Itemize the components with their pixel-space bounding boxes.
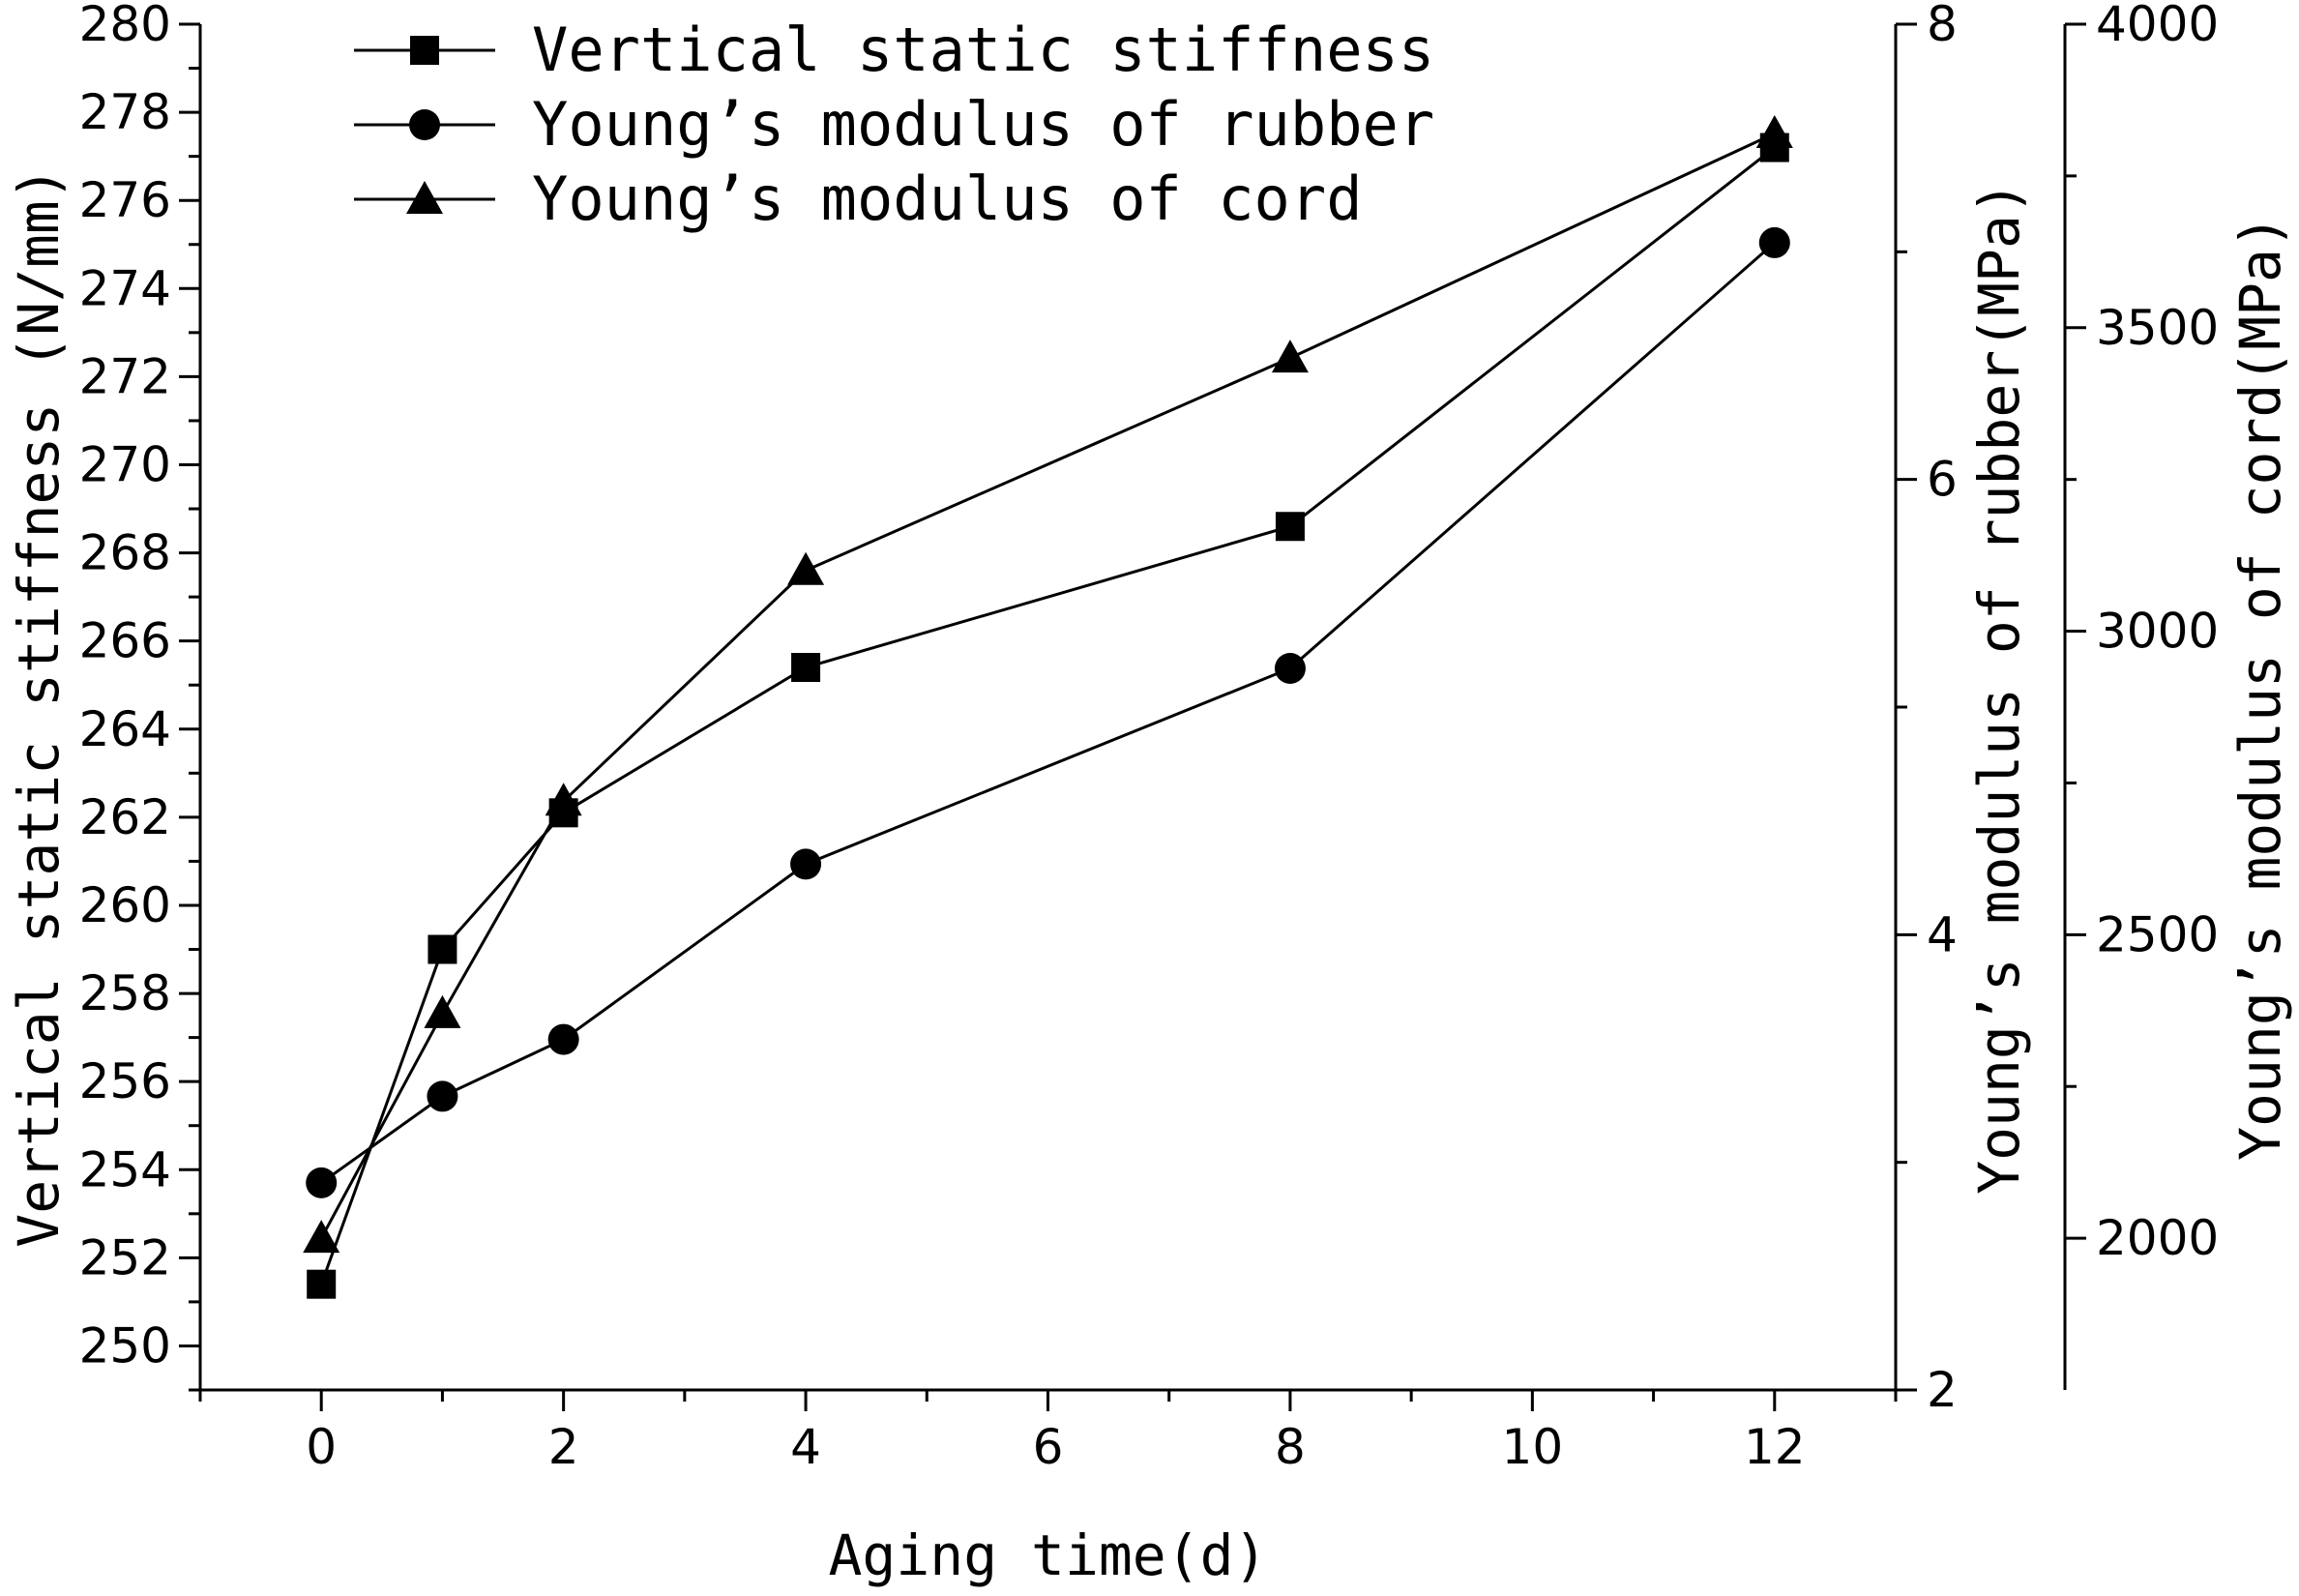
cord-tick-label: 2000 [2096, 1210, 2219, 1266]
stiffness-legend-label: Vertical static stiffness [532, 15, 1434, 85]
cord-point [424, 994, 461, 1028]
ticks: 0 2 4 6 8 10 122502522542562582602622642662682… [79, 0, 2220, 1475]
left-tick-label: 276 [79, 172, 171, 228]
left-tick-label: 270 [79, 436, 171, 492]
stiffness-point [427, 934, 457, 964]
stiffness-point [307, 1269, 337, 1299]
cord-point [1271, 340, 1309, 373]
cord-tick-label: 4000 [2096, 0, 2219, 52]
cord-legend-marker [406, 181, 443, 214]
rubber-tick-label: 8 [1927, 0, 1958, 52]
x-tick-label: 0 [306, 1419, 337, 1475]
left-tick-label: 264 [79, 701, 171, 757]
series-layer [303, 114, 1793, 1299]
left-tick-label: 256 [79, 1053, 171, 1109]
left-y-axis-title: Vertical static stiffness (N/mm) [6, 166, 72, 1247]
left-tick-label: 278 [79, 84, 171, 140]
rubber-point [1758, 226, 1790, 258]
rubber-legend-marker [409, 109, 440, 140]
rubber-point [306, 1167, 338, 1198]
stiffness-point [791, 653, 821, 683]
cord-y-axis-title: Young’s modulus of cord(MPa) [2227, 215, 2293, 1161]
cord-tick-label: 3500 [2096, 300, 2219, 356]
x-tick-label: 12 [1744, 1419, 1806, 1475]
cord-tick-label: 2500 [2096, 906, 2219, 962]
rubber-point [790, 848, 822, 880]
rubber-point [427, 1080, 458, 1112]
x-tick-label: 10 [1502, 1419, 1564, 1475]
x-tick-label: 6 [1033, 1419, 1064, 1475]
left-tick-label: 252 [79, 1229, 171, 1286]
left-tick-label: 254 [79, 1141, 171, 1197]
cord-series-line [319, 132, 1776, 1239]
left-tick-label: 268 [79, 525, 171, 581]
rubber-tick-label: 4 [1927, 906, 1958, 962]
left-tick-label: 258 [79, 965, 171, 1021]
cord-point [1755, 114, 1793, 148]
rubber-point [1274, 652, 1306, 684]
x-tick-label: 4 [790, 1419, 821, 1475]
stiffness-series-line [319, 146, 1776, 1286]
left-tick-label: 272 [79, 348, 171, 404]
rubber-series-line [320, 241, 1776, 1185]
rubber-point [547, 1023, 579, 1055]
x-tick-label: 8 [1275, 1419, 1306, 1475]
left-tick-label: 266 [79, 613, 171, 669]
left-tick-label: 250 [79, 1317, 171, 1374]
left-tick-label: 280 [79, 0, 171, 52]
cord-point [303, 1220, 340, 1254]
rubber-y-axis-title: Young’s modulus of rubber(MPa) [1966, 181, 2032, 1195]
left-tick-label: 274 [79, 260, 171, 316]
rubber-tick-label: 2 [1927, 1362, 1958, 1418]
cord-point [787, 551, 825, 585]
left-tick-label: 262 [79, 789, 171, 845]
cord-tick-label: 3000 [2096, 604, 2219, 660]
x-tick-label: 2 [548, 1419, 579, 1475]
cord-point [545, 783, 582, 816]
x-axis-title: Aging time(d) [829, 1522, 1268, 1588]
stiffness-point [1275, 512, 1305, 542]
rubber-legend-label: Young’s modulus of rubber [532, 89, 1434, 160]
rubber-tick-label: 6 [1927, 452, 1958, 508]
cord-legend-label: Young’s modulus of cord [532, 163, 1363, 234]
left-tick-label: 260 [79, 877, 171, 933]
stiffness-legend-marker [410, 36, 439, 65]
